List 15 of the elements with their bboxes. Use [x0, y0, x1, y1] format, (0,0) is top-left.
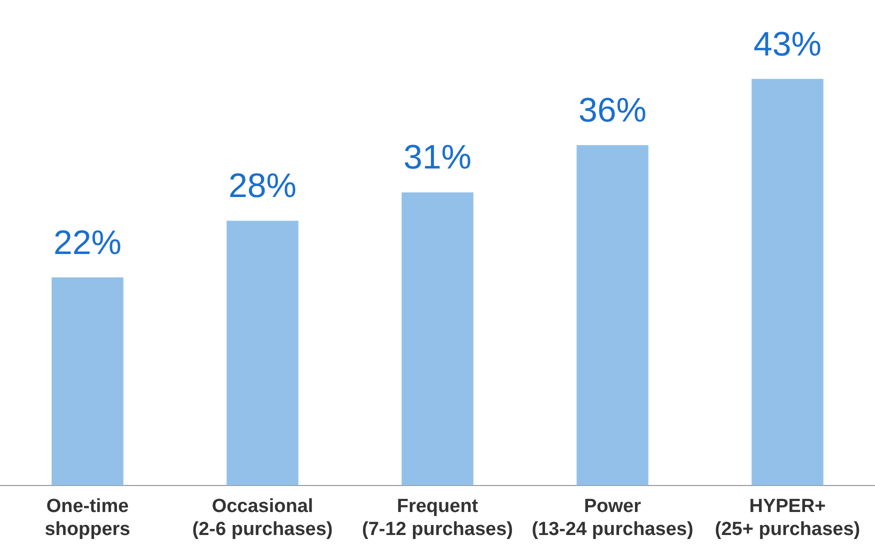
bar	[576, 145, 648, 486]
data-label: 22%	[53, 224, 122, 262]
x-tick-label: Frequent (7-12 purchases)	[362, 496, 514, 540]
data-label: 43%	[753, 25, 822, 64]
x-tick-label: HYPER+ (25+ purchases)	[714, 496, 860, 540]
data-label: 28%	[228, 167, 297, 206]
bar	[402, 192, 474, 486]
x-tick-label: Power (13-24 purchases)	[532, 496, 694, 540]
bar	[752, 78, 824, 486]
x-tick-label: One-time shoppers	[44, 496, 130, 540]
bar	[226, 220, 298, 486]
data-label: 31%	[403, 138, 472, 177]
data-label: 36%	[578, 91, 647, 130]
x-tick-label: Occasional (2-6 purchases)	[192, 496, 333, 540]
bar	[52, 277, 124, 486]
